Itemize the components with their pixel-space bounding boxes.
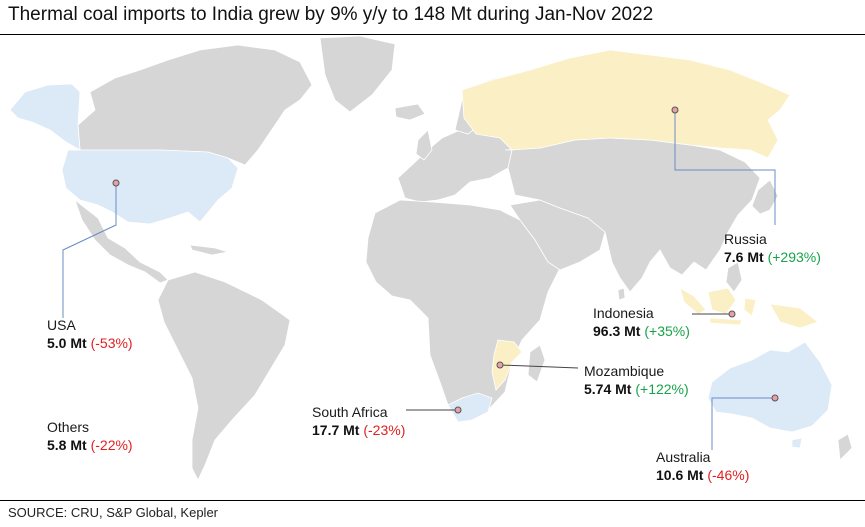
russia-change: (+293%) — [767, 249, 821, 265]
central-america-landmass — [74, 198, 169, 284]
indonesia-name: Indonesia — [593, 305, 654, 321]
australia-name: Australia — [656, 449, 711, 465]
indonesia-borneo-landmass — [707, 287, 737, 315]
mozambique-label: Mozambique 5.74 Mt (+122%) — [584, 362, 689, 398]
usa-leader-line — [62, 183, 117, 318]
australia-label: Australia 10.6 Mt (-46%) — [656, 448, 749, 484]
russia-marker — [671, 106, 679, 114]
others-change: (-22%) — [90, 437, 133, 453]
tasmania-landmass — [791, 437, 803, 449]
mozambique-volume: 5.74 Mt — [584, 381, 632, 397]
decrease-countries — [9, 83, 833, 449]
usa-marker — [112, 179, 120, 187]
usa-volume: 5.0 Mt — [47, 335, 87, 351]
world-landmass — [74, 35, 853, 481]
country-markers — [112, 106, 779, 414]
south-africa-volume: 17.7 Mt — [312, 422, 360, 438]
madagascar-landmass — [527, 344, 546, 383]
australia-volume: 10.6 Mt — [656, 467, 704, 483]
mozambique-leader-line — [499, 364, 579, 369]
south-africa-landmass — [447, 392, 493, 423]
indonesia-marker — [728, 310, 736, 318]
new-zealand-landmass — [837, 433, 853, 461]
others-volume: 5.8 Mt — [47, 437, 87, 453]
south-africa-change: (-23%) — [363, 422, 406, 438]
mozambique-marker — [496, 361, 504, 369]
russia-leader-line — [674, 110, 776, 225]
south-america-landmass — [157, 271, 291, 481]
others-label: Others 5.8 Mt (-22%) — [47, 418, 133, 454]
south-africa-marker — [454, 406, 462, 414]
indonesia-volume: 96.3 Mt — [593, 323, 641, 339]
russia-name: Russia — [724, 231, 767, 247]
australia-marker — [771, 394, 779, 402]
indonesia-sumatra-landmass — [679, 287, 707, 315]
indonesia-java-landmass — [709, 317, 743, 326]
indonesia-label: Indonesia 96.3 Mt (+35%) — [593, 304, 690, 340]
russia-volume: 7.6 Mt — [724, 249, 764, 265]
australia-change: (-46%) — [707, 467, 750, 483]
south-africa-label: South Africa 17.7 Mt (-23%) — [312, 403, 405, 439]
indonesia-papua-landmass — [769, 303, 819, 329]
africa-landmass — [365, 199, 561, 421]
australia-landmass — [707, 341, 833, 433]
indonesia-sulawesi-landmass — [743, 297, 757, 317]
britain-landmass — [415, 129, 433, 161]
japan-landmass — [751, 179, 779, 215]
philippines-landmass — [725, 261, 743, 293]
black-leader-lines — [406, 313, 732, 411]
others-name: Others — [47, 419, 90, 435]
title-underline — [0, 34, 865, 35]
russia-landmass — [461, 49, 791, 159]
map-title: Thermal coal imports to India grew by 9%… — [8, 4, 654, 25]
indonesia-change: (+35%) — [644, 323, 690, 339]
usa-name: USA — [47, 317, 76, 333]
iceland-landmass — [394, 103, 426, 121]
mozambique-change: (+122%) — [635, 381, 689, 397]
russia-label: Russia 7.6 Mt (+293%) — [724, 230, 821, 266]
australia-leader-line — [711, 397, 775, 450]
usa-label: USA 5.0 Mt (-53%) — [47, 316, 133, 352]
source-note: SOURCE: CRU, S&P Global, Kepler — [8, 505, 218, 520]
leader-lines — [62, 110, 776, 450]
source-rule — [0, 500, 865, 501]
caribbean-landmass — [189, 244, 229, 256]
canada-landmass — [77, 44, 313, 166]
greenland-landmass — [319, 35, 396, 113]
usa-landmass — [61, 149, 239, 225]
sri-lanka-landmass — [617, 287, 626, 301]
usa-change: (-53%) — [90, 335, 133, 351]
south-africa-name: South Africa — [312, 404, 388, 420]
mozambique-name: Mozambique — [584, 363, 665, 379]
alaska-landmass — [9, 83, 81, 151]
